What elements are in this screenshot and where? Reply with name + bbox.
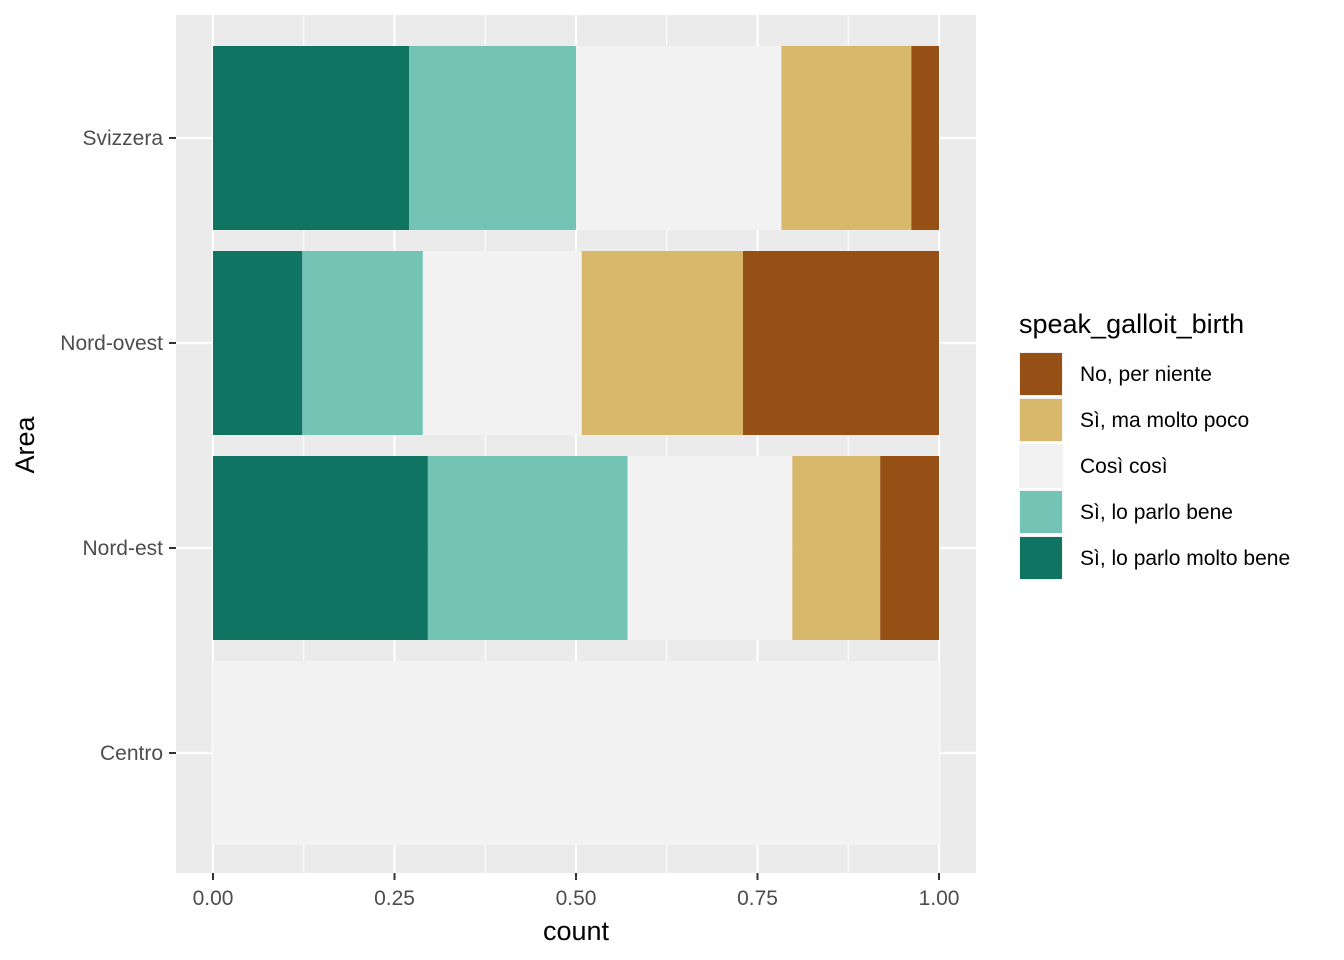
legend-label: No, per niente: [1080, 363, 1212, 386]
legend-key: [1020, 491, 1062, 533]
legend: speak_galloit_birth No, per niente Sì, ma…: [1019, 309, 1290, 580]
bar-segment: [213, 661, 939, 845]
legend-key: [1020, 537, 1062, 579]
x-tick-label: 0.00: [193, 887, 234, 910]
x-axis-title: count: [543, 916, 610, 946]
x-tick-label: 1.00: [919, 887, 960, 910]
bar-segment: [213, 456, 428, 640]
legend-key: [1020, 353, 1062, 395]
legend-title: speak_galloit_birth: [1019, 309, 1244, 339]
bar-segment: [880, 456, 939, 640]
x-tick-label: 0.50: [556, 887, 597, 910]
bar-segment: [581, 251, 743, 435]
bar-segment: [742, 251, 939, 435]
bar-segment: [302, 251, 423, 435]
bar-segment: [427, 456, 628, 640]
bar-segment: [911, 46, 939, 230]
bar-segment: [576, 46, 782, 230]
bar-segment: [781, 46, 912, 230]
y-tick-label: Centro: [100, 742, 163, 765]
legend-key: [1020, 445, 1062, 487]
bar-segment: [792, 456, 881, 640]
legend-label: Sì, lo parlo molto bene: [1080, 547, 1290, 570]
x-axis: 0.00 0.25 0.50 0.75 1.00: [193, 873, 960, 910]
y-tick-label: Svizzera: [82, 127, 163, 150]
bar-segment: [627, 456, 793, 640]
y-axis: Centro Nord-est Nord-ovest Svizzera: [60, 127, 176, 765]
x-tick-label: 0.75: [737, 887, 778, 910]
bar-segment: [213, 46, 410, 230]
bar-segment: [409, 46, 576, 230]
y-tick-label: Nord-ovest: [60, 332, 163, 355]
legend-key: [1020, 399, 1062, 441]
bar-segment: [422, 251, 582, 435]
x-tick-label: 0.25: [374, 887, 415, 910]
legend-label: Così così: [1080, 455, 1168, 478]
legend-label: Sì, lo parlo bene: [1080, 501, 1233, 524]
bar-segment: [213, 251, 303, 435]
y-axis-title: Area: [10, 416, 40, 474]
bars: [213, 46, 939, 845]
legend-label: Sì, ma molto poco: [1080, 409, 1249, 432]
y-tick-label: Nord-est: [82, 537, 163, 560]
